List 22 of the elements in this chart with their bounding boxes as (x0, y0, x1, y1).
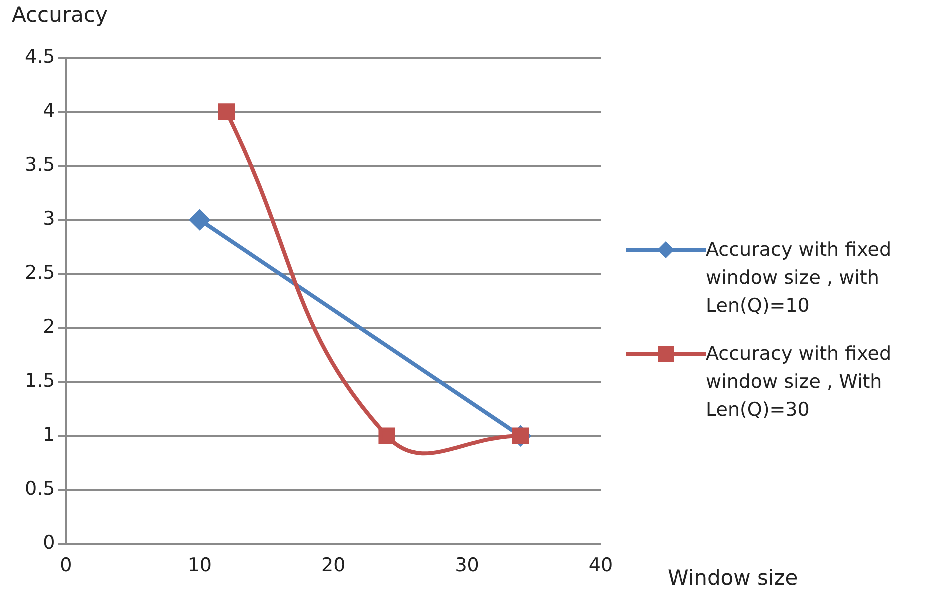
y-tick-label: 4 (43, 100, 56, 122)
point (218, 104, 236, 120)
y-tick-label: 2.5 (25, 262, 56, 284)
x-tick-label: 30 (455, 554, 480, 577)
x-tick-label: 0 (60, 554, 72, 577)
y-axis-title: Accuracy (12, 3, 108, 27)
y-tick-label: 1 (43, 424, 56, 446)
x-tick-label: 20 (322, 554, 346, 577)
y-tick-label: 2 (43, 316, 56, 338)
legend-label: Accuracy with fixed window size , with Len(Q)=10 (706, 238, 893, 319)
y-tick-label: 1.5 (25, 370, 56, 392)
x-tick-label: 40 (588, 554, 614, 577)
point (378, 428, 396, 445)
x-tick-label: 10 (188, 554, 212, 577)
legend-label: Accuracy with fixed window size , With Len(Q)=30 (706, 342, 893, 423)
y-tick-label: 3 (43, 208, 56, 230)
x-axis-title: Window size (668, 566, 798, 590)
y-tick-label: 3.5 (25, 154, 56, 176)
y-tick-label: 0 (43, 532, 56, 554)
y-tick-label: 4.5 (25, 46, 56, 68)
y-tick-label: 0.5 (25, 478, 56, 500)
point (190, 210, 210, 230)
